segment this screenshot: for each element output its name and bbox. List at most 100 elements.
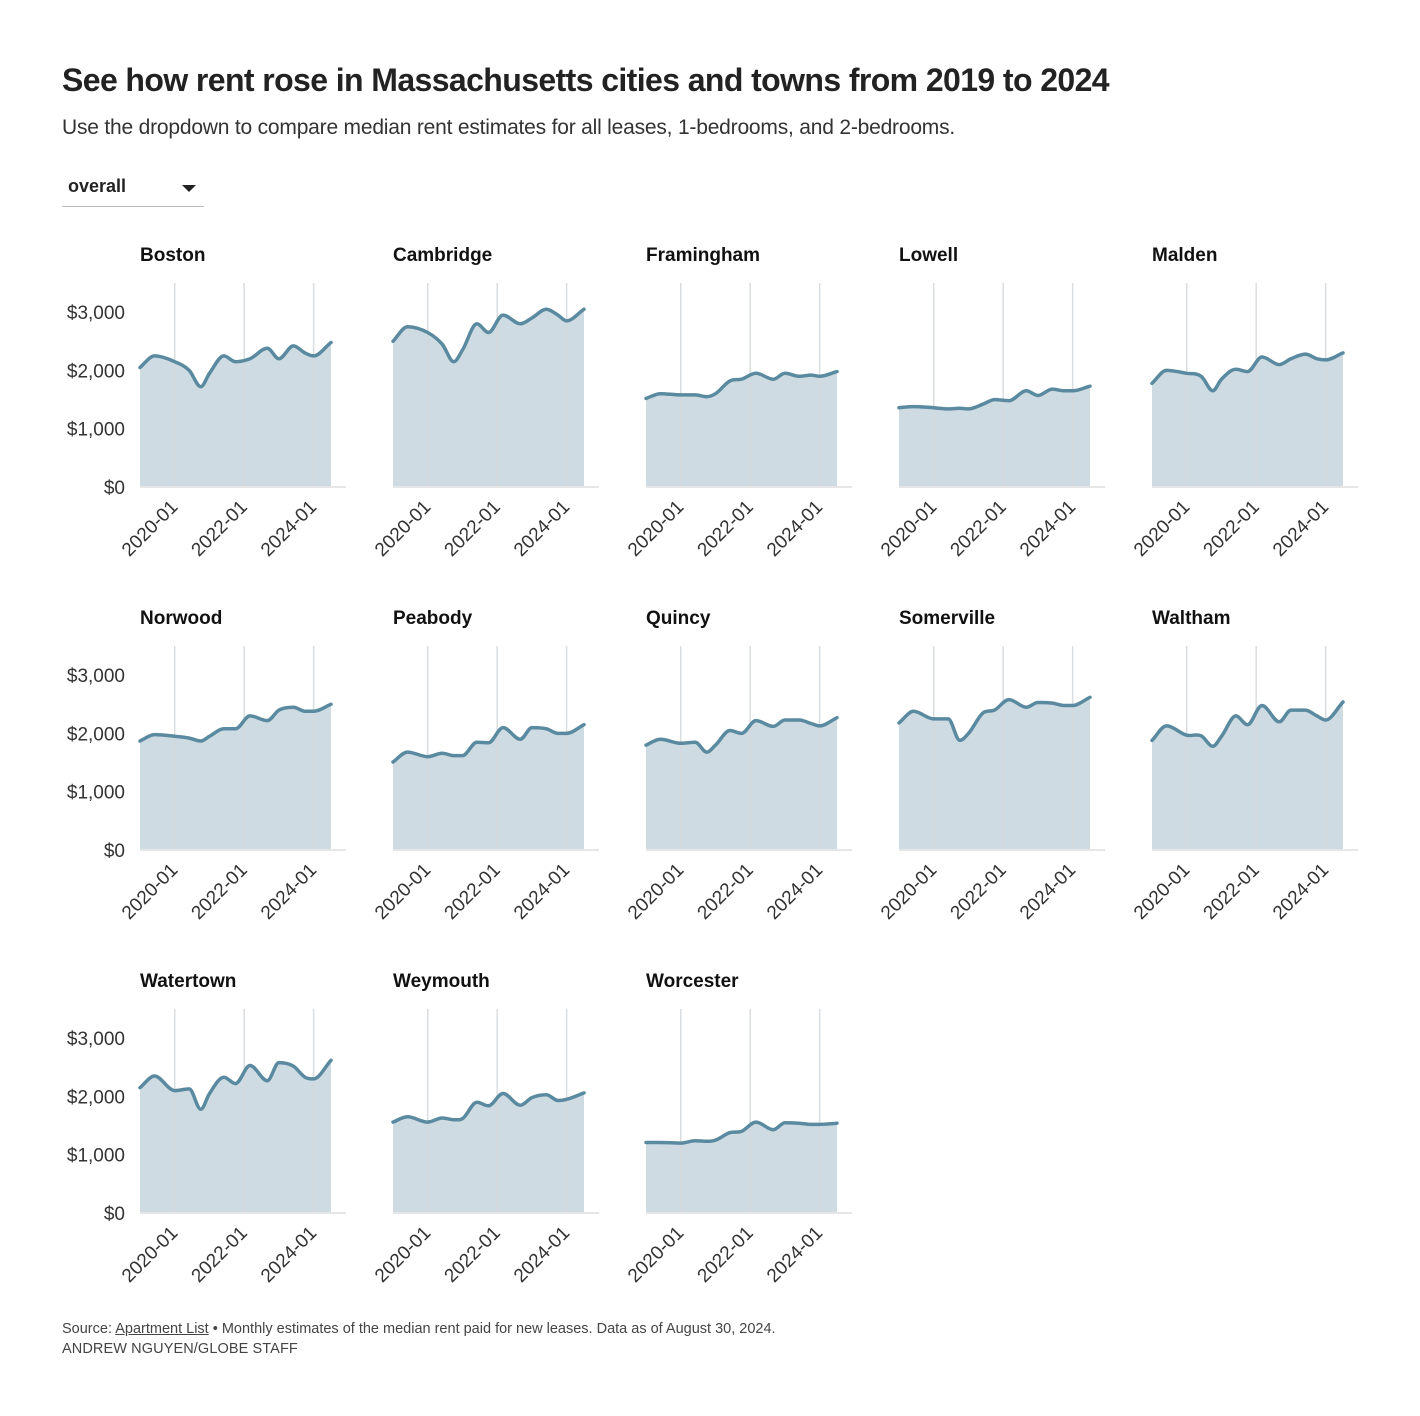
area-fill [1152, 702, 1343, 850]
x-tick-label: 2024-01 [257, 860, 321, 924]
x-tick-label: 2022-01 [694, 497, 758, 561]
area-fill [140, 704, 331, 850]
x-tick-label: 2020-01 [1130, 497, 1194, 561]
x-tick-label: 2020-01 [624, 1223, 688, 1287]
panel-framingham: Framingham 2020-01 2022-01 2024-01 [624, 245, 852, 561]
x-tick-label: 2024-01 [510, 497, 574, 561]
x-tick-label: 2022-01 [694, 1223, 758, 1287]
x-tick-label: 2020-01 [624, 860, 688, 924]
series-line [897, 384, 1092, 411]
panel-malden: Malden 2020-01 2022-01 2024-01 [1130, 245, 1358, 561]
x-tick-label: 2022-01 [441, 1223, 505, 1287]
panel-title: Somerville [899, 608, 995, 629]
series-line [391, 1091, 586, 1124]
panel-peabody: Peabody 2020-01 2022-01 2024-01 [371, 608, 599, 924]
panel-lowell: Lowell 2020-01 2022-01 2024-01 [877, 245, 1105, 561]
lease-type-dropdown[interactable]: overall [62, 170, 204, 207]
panel-title: Lowell [899, 245, 958, 266]
panel-waltham: Waltham 2020-01 2022-01 2024-01 [1130, 608, 1358, 924]
x-tick-label: 2020-01 [371, 860, 435, 924]
panel-title: Norwood [140, 608, 222, 629]
y-tick-label: $1,000 [67, 1146, 125, 1167]
series-line [644, 369, 839, 401]
x-tick-label: 2020-01 [118, 860, 182, 924]
panel-title: Peabody [393, 608, 473, 629]
x-tick-label: 2024-01 [763, 1223, 827, 1287]
page-subtitle: Use the dropdown to compare median rent … [62, 116, 956, 139]
x-tick-label: 2020-01 [1130, 860, 1194, 924]
panel-title: Worcester [646, 971, 739, 992]
x-tick-label: 2024-01 [1269, 860, 1333, 924]
x-tick-label: 2022-01 [188, 1223, 252, 1287]
area-fill [1152, 352, 1343, 487]
x-tick-label: 2022-01 [1200, 497, 1264, 561]
y-tick-label: $0 [104, 478, 125, 499]
series-line [644, 715, 839, 754]
x-tick-label: 2020-01 [877, 497, 941, 561]
panel-worcester: Worcester 2020-01 2022-01 2024-01 [624, 971, 852, 1287]
footer: Source: Apartment List • Monthly estimat… [62, 1319, 776, 1359]
y-tick-label: $1,000 [67, 783, 125, 804]
x-tick-label: 2022-01 [947, 497, 1011, 561]
panel-quincy: Quincy 2020-01 2022-01 2024-01 [624, 608, 852, 924]
x-tick-label: 2024-01 [763, 497, 827, 561]
area-fill [393, 1092, 584, 1213]
panel-title: Malden [1152, 245, 1217, 266]
panel-title: Watertown [140, 971, 236, 992]
y-tick-label: $2,000 [67, 724, 125, 745]
x-tick-label: 2022-01 [947, 860, 1011, 924]
x-tick-label: 2020-01 [371, 497, 435, 561]
y-tick-label: $3,000 [67, 666, 125, 687]
x-tick-label: 2022-01 [1200, 860, 1264, 924]
credit: ANDREW NGUYEN/GLOBE STAFF [62, 1341, 298, 1357]
x-tick-label: 2024-01 [1016, 860, 1080, 924]
y-tick-label: $1,000 [67, 420, 125, 441]
x-tick-label: 2024-01 [510, 1223, 574, 1287]
source-description: • Monthly estimates of the median rent p… [208, 1321, 776, 1337]
series-line [897, 695, 1092, 743]
area-fill [646, 371, 837, 487]
x-tick-label: 2020-01 [371, 1223, 435, 1287]
panel-title: Cambridge [393, 245, 492, 266]
x-tick-label: 2020-01 [118, 497, 182, 561]
series-line [138, 340, 333, 389]
x-tick-label: 2020-01 [624, 497, 688, 561]
y-tick-label: $0 [104, 841, 125, 862]
x-tick-label: 2024-01 [1269, 497, 1333, 561]
series-line [391, 722, 586, 764]
source-link[interactable]: Apartment List [115, 1321, 209, 1337]
panel-title: Framingham [646, 245, 760, 266]
x-tick-label: 2020-01 [877, 860, 941, 924]
panel-title: Weymouth [393, 971, 490, 992]
series-line [391, 307, 586, 364]
y-tick-label: $0 [104, 1204, 125, 1225]
page-title: See how rent rose in Massachusetts citie… [62, 62, 1110, 98]
x-tick-label: 2024-01 [257, 1223, 321, 1287]
x-tick-label: 2022-01 [694, 860, 758, 924]
y-tick-label: $3,000 [67, 303, 125, 324]
x-tick-label: 2022-01 [441, 497, 505, 561]
panel-title: Boston [140, 245, 205, 266]
panel-norwood: Norwood $0 $1,000 $2,000 $3,000 2020-01 2022-0… [67, 608, 346, 924]
panel-title: Waltham [1152, 608, 1230, 629]
area-fill [140, 1060, 331, 1213]
x-tick-label: 2024-01 [763, 860, 827, 924]
panel-somerville: Somerville 2020-01 2022-01 2024-01 [877, 608, 1105, 924]
x-tick-label: 2020-01 [118, 1223, 182, 1287]
dropdown-selected-value: overall [68, 176, 127, 196]
y-tick-label: $2,000 [67, 361, 125, 382]
series-line [1150, 351, 1345, 393]
x-tick-label: 2022-01 [441, 860, 505, 924]
x-tick-label: 2022-01 [188, 860, 252, 924]
x-tick-label: 2024-01 [1016, 497, 1080, 561]
panel-watertown: Watertown $0 $1,000 $2,000 $3,000 2020-01 2022… [67, 971, 346, 1287]
series-line [138, 1058, 333, 1112]
x-tick-label: 2024-01 [510, 860, 574, 924]
area-fill [646, 717, 837, 850]
panel-weymouth: Weymouth 2020-01 2022-01 2024-01 [371, 971, 599, 1287]
y-tick-label: $3,000 [67, 1029, 125, 1050]
area-fill [140, 342, 331, 487]
area-fill [899, 697, 1090, 850]
area-fill [393, 309, 584, 487]
